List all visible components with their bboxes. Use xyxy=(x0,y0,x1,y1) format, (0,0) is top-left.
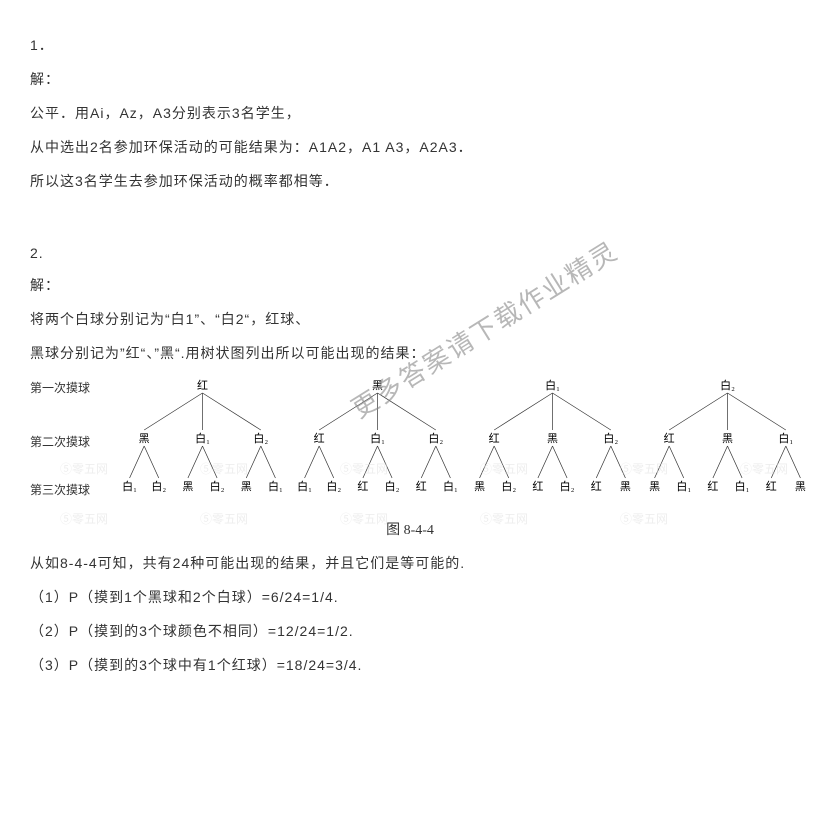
q2-p3: （3）P（摸到的3个球中有1个红球）=18/24=3/4. xyxy=(30,655,790,675)
svg-text:黑: 黑 xyxy=(241,480,252,493)
q2-line1: 将两个白球分别记为“白1”、“白2“，红球、 xyxy=(30,309,790,329)
svg-text:白₁: 白₁ xyxy=(676,479,691,493)
svg-text:白₁: 白₁ xyxy=(370,431,385,445)
q2-p1: （1）P（摸到1个黑球和2个白球）=6/24=1/4. xyxy=(30,587,790,607)
svg-text:红: 红 xyxy=(489,432,500,445)
q2-conclusion: 从如8-4-4可知，共有24种可能出现的结果，并且它们是等可能的. xyxy=(30,553,790,573)
svg-text:白₂: 白₂ xyxy=(210,479,225,493)
svg-text:白₁: 白₁ xyxy=(735,479,750,493)
svg-text:红: 红 xyxy=(416,480,427,493)
q2-number: 2. xyxy=(30,245,790,261)
q2-line2: 黑球分别记为”红“、”黑“.用树状图列出所以可能出现的结果： xyxy=(30,343,790,363)
svg-text:白₁: 白₁ xyxy=(545,378,560,392)
svg-text:红: 红 xyxy=(314,432,325,445)
q2-answer-label: 解： xyxy=(30,275,790,295)
q1-number: 1． xyxy=(30,35,790,55)
svg-text:红: 红 xyxy=(357,480,368,493)
svg-text:白₂: 白₂ xyxy=(603,431,618,445)
svg-text:白₁: 白₁ xyxy=(122,479,137,493)
svg-text:黑: 黑 xyxy=(139,432,150,445)
svg-text:白₂: 白₂ xyxy=(720,378,735,392)
svg-text:黑: 黑 xyxy=(649,480,660,493)
svg-text:黑: 黑 xyxy=(372,379,383,392)
svg-text:白₂: 白₂ xyxy=(385,479,400,493)
svg-text:白₂: 白₂ xyxy=(151,479,166,493)
svg-text:红: 红 xyxy=(766,480,777,493)
svg-text:黑: 黑 xyxy=(795,480,806,493)
svg-text:黑: 黑 xyxy=(547,432,558,445)
svg-text:黑: 黑 xyxy=(182,480,193,493)
figure-caption: 图 8-4-4 xyxy=(30,519,790,539)
q1-line3: 所以这3名学生去参加环保活动的概率都相等． xyxy=(30,171,790,191)
svg-text:白₂: 白₂ xyxy=(428,431,443,445)
svg-text:白₁: 白₁ xyxy=(195,431,210,445)
q2-p2: （2）P（摸到的3个球颜色不相同）=12/24=1/2. xyxy=(30,621,790,641)
svg-text:黑: 黑 xyxy=(620,480,631,493)
svg-text:白₂: 白₂ xyxy=(501,479,516,493)
svg-text:红: 红 xyxy=(591,480,602,493)
q1-line1: 公平．用Ai，Az，A3分别表示3名学生， xyxy=(30,103,790,123)
svg-text:白₁: 白₁ xyxy=(268,479,283,493)
svg-text:红: 红 xyxy=(532,480,543,493)
svg-text:白₂: 白₂ xyxy=(326,479,341,493)
svg-text:红: 红 xyxy=(707,480,718,493)
svg-text:红: 红 xyxy=(664,432,675,445)
tree-row-label: 第三次摸球 xyxy=(30,481,90,498)
svg-text:红: 红 xyxy=(197,379,208,392)
svg-text:黑: 黑 xyxy=(474,480,485,493)
tree-row-label: 第一次摸球 xyxy=(30,379,90,396)
svg-text:白₁: 白₁ xyxy=(778,431,793,445)
tree-row-label: 第二次摸球 xyxy=(30,433,90,450)
svg-text:白₂: 白₂ xyxy=(560,479,575,493)
tree-diagram: 第一次摸球第二次摸球第三次摸球 红黑白₁白₂白₁黑白₂白₂黑白₁黑红白₁白₂白₁… xyxy=(30,377,790,515)
svg-text:白₁: 白₁ xyxy=(297,479,312,493)
svg-text:白₁: 白₁ xyxy=(443,479,458,493)
q1-answer-label: 解： xyxy=(30,69,790,89)
q1-line2: 从中选出2名参加环保活动的可能结果为：A1A2，A1 A3，A2A3． xyxy=(30,137,790,157)
svg-text:黑: 黑 xyxy=(722,432,733,445)
svg-text:白₂: 白₂ xyxy=(253,431,268,445)
